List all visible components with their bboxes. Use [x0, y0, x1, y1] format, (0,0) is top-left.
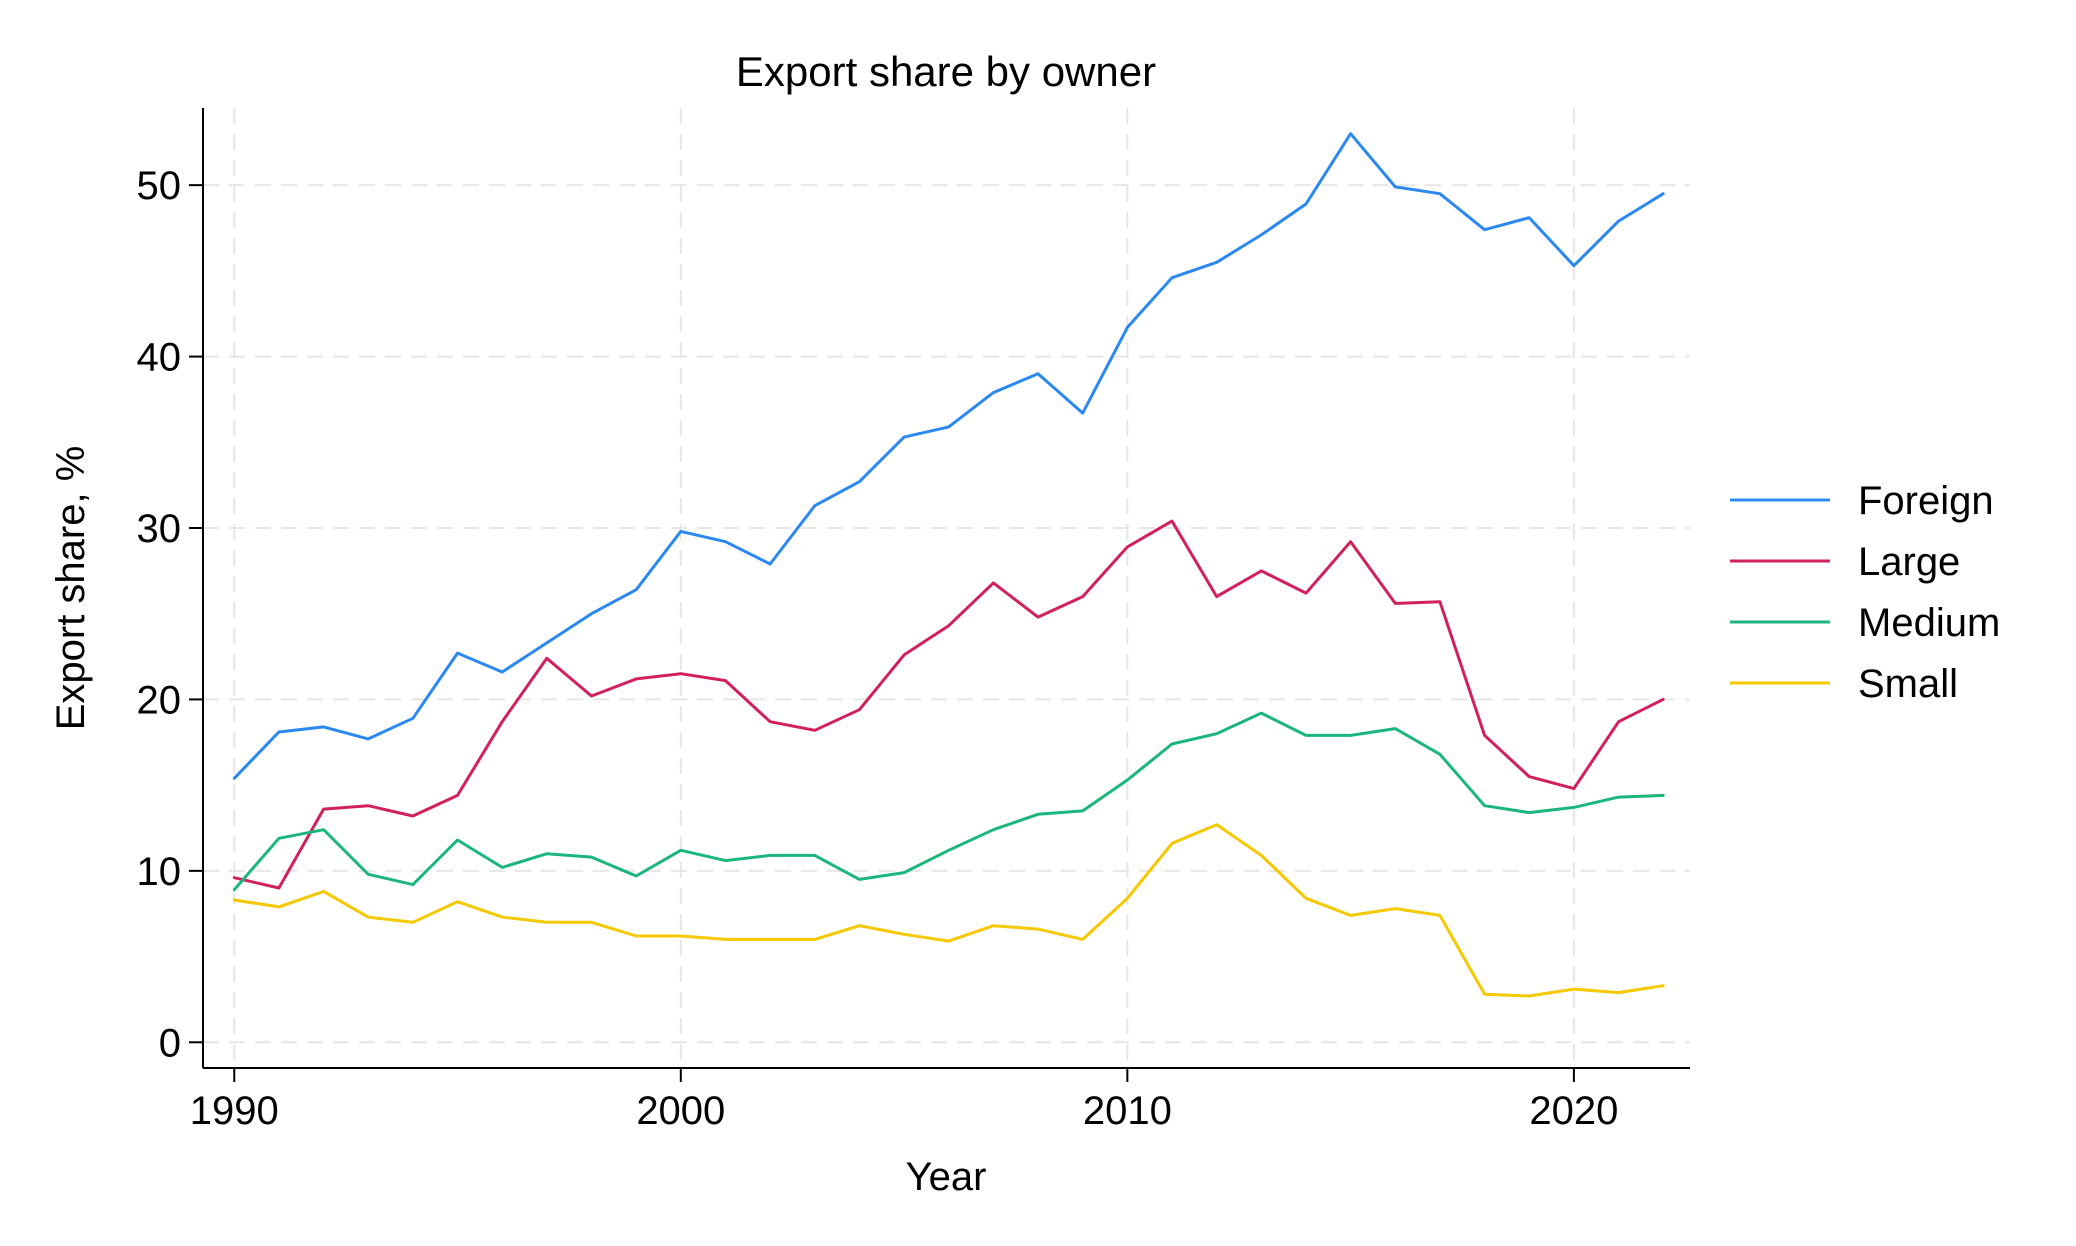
y-tick-label: 10	[137, 850, 182, 894]
x-axis-title: Year	[906, 1155, 987, 1199]
x-tick-label: 1990	[190, 1089, 279, 1133]
legend-label-small: Small	[1858, 662, 1958, 706]
legend-label-foreign: Foreign	[1858, 479, 1994, 523]
y-axis-ticks: 0 10 20 30 40 50	[137, 164, 203, 1065]
series-line-medium	[232, 711, 1665, 892]
legend-label-large: Large	[1858, 540, 1960, 584]
gridlines	[203, 108, 1690, 1068]
y-tick-label: 40	[137, 336, 182, 380]
series-lines	[232, 132, 1665, 998]
y-tick-label: 30	[137, 507, 182, 551]
legend-label-medium: Medium	[1858, 601, 2000, 645]
series-line-foreign	[232, 132, 1665, 780]
series-line-large	[232, 519, 1665, 890]
y-tick-label: 20	[137, 678, 182, 722]
y-axis-title: Export share, %	[49, 446, 93, 731]
chart-title: Export share by owner	[736, 48, 1156, 95]
x-tick-label: 2020	[1529, 1089, 1618, 1133]
series-line-small	[232, 823, 1665, 998]
legend: Foreign Large Medium Small	[1730, 479, 2000, 706]
y-tick-label: 0	[159, 1021, 181, 1065]
x-tick-label: 2010	[1083, 1089, 1172, 1133]
x-tick-label: 2000	[636, 1089, 725, 1133]
y-tick-label: 50	[137, 164, 182, 208]
x-axis-ticks: 1990 2000 2010 2020	[190, 1068, 1618, 1133]
